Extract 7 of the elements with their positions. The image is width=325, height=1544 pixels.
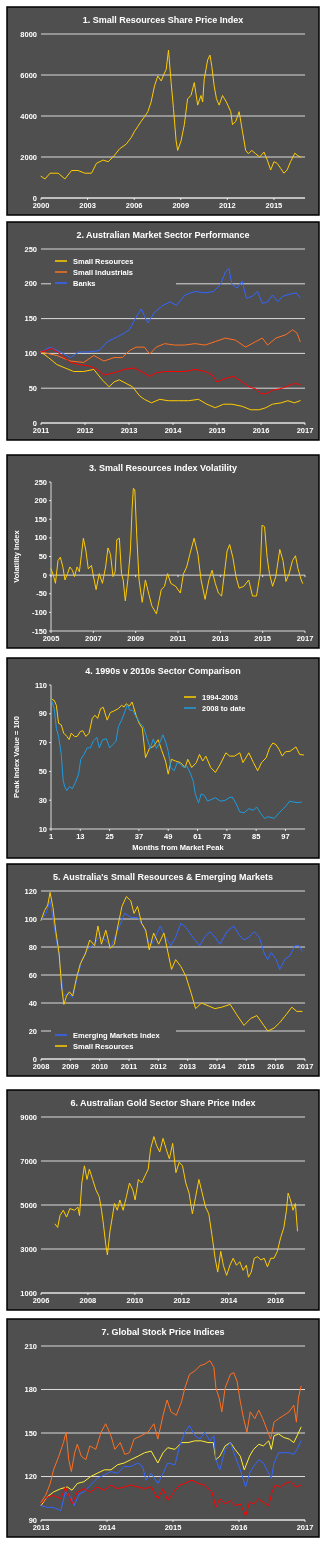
- chart-title: 4. 1990s v 2010s Sector Comparison: [85, 666, 241, 676]
- chart-title: 5. Australia's Small Resources & Emerging Markets: [53, 872, 273, 882]
- chart-title: 6. Australian Gold Sector Share Price Index: [70, 1098, 256, 1108]
- chart-title: 3. Small Resources Index Volatility: [89, 463, 237, 473]
- chart-title: 2. Australian Market Sector Performance: [76, 230, 250, 240]
- chart-title: 7. Global Stock Price Indices: [101, 1327, 225, 1337]
- chart-title: 1. Small Resources Share Price Index: [82, 15, 244, 25]
